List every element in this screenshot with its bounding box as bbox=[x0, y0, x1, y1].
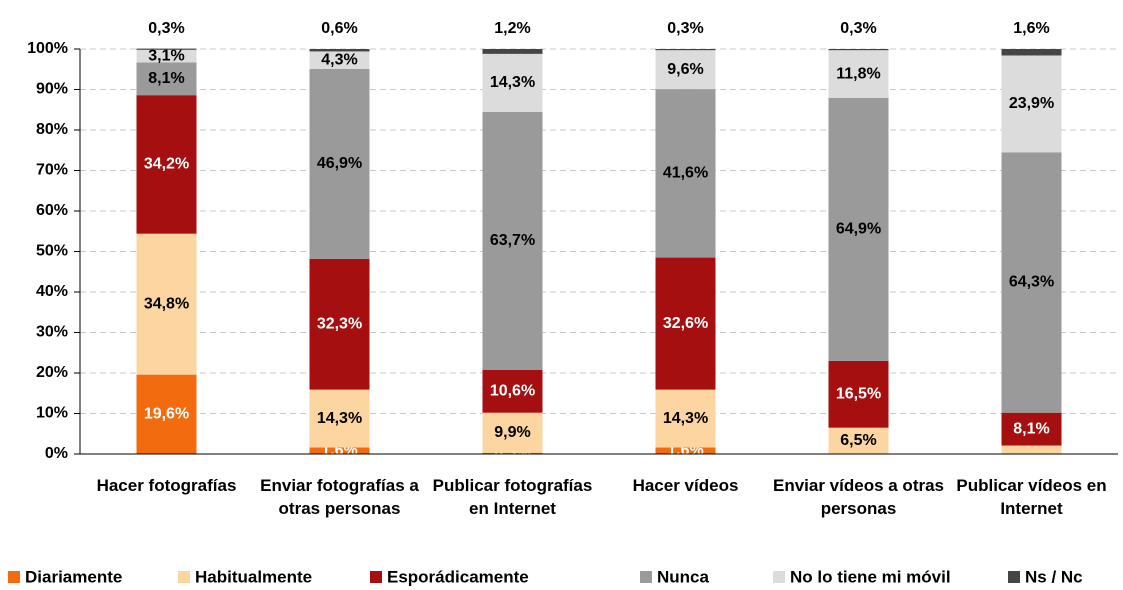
bar-segment bbox=[1001, 152, 1062, 413]
bar-segment bbox=[655, 257, 716, 390]
y-tick-label: 80% bbox=[36, 121, 68, 138]
data-label: 11,8% bbox=[836, 65, 880, 82]
data-label: 8,1% bbox=[1013, 420, 1049, 437]
data-label: 9,9% bbox=[494, 424, 530, 441]
data-label: 1,6% bbox=[1013, 20, 1049, 37]
data-label: 0,3% bbox=[840, 20, 876, 37]
bar-segment bbox=[309, 68, 370, 259]
legend-swatch bbox=[773, 571, 785, 583]
legend-label: Diariamente bbox=[25, 567, 122, 586]
legend-swatch bbox=[1008, 571, 1020, 583]
y-tick-label: 10% bbox=[36, 405, 68, 422]
data-label: 8,1% bbox=[148, 70, 184, 87]
data-label: 41,6% bbox=[663, 165, 708, 182]
data-label: 64,3% bbox=[1009, 274, 1054, 291]
data-label: 4,3% bbox=[321, 51, 357, 68]
y-tick-label: 100% bbox=[27, 40, 68, 57]
data-label: 16,5% bbox=[836, 385, 881, 402]
bar-segment bbox=[309, 51, 370, 69]
bar-segment bbox=[136, 48, 197, 50]
x-tick-label: Enviar fotografías a otras personas bbox=[260, 476, 419, 518]
y-tick-label: 50% bbox=[36, 243, 68, 260]
x-tick-label: Publicar fotografías en Internet bbox=[432, 476, 593, 518]
y-tick-label: 70% bbox=[36, 162, 68, 179]
data-label: 14,3% bbox=[663, 410, 708, 427]
bar-segment bbox=[482, 452, 543, 454]
x-tick-label: Hacer fotografías bbox=[96, 476, 237, 495]
data-label: 34,2% bbox=[144, 156, 189, 173]
data-label: 0,3% bbox=[667, 20, 703, 37]
bar-segment bbox=[655, 89, 716, 258]
bar-segment bbox=[482, 53, 543, 112]
bar-segment bbox=[828, 50, 889, 99]
y-tick-label: 20% bbox=[36, 364, 68, 381]
data-label: 32,3% bbox=[317, 315, 362, 332]
bar-segment bbox=[482, 369, 543, 413]
bar-segment bbox=[1001, 49, 1062, 56]
bar-segment bbox=[309, 258, 370, 390]
data-label: 6,5% bbox=[840, 432, 876, 449]
bar-segment bbox=[136, 374, 197, 454]
legend-label: Esporádicamente bbox=[387, 567, 529, 586]
bar-segment bbox=[136, 49, 197, 63]
bar-segment bbox=[828, 427, 889, 454]
bar-segment bbox=[309, 49, 370, 52]
data-label: 32,6% bbox=[663, 315, 708, 332]
data-label: 23,9% bbox=[1009, 95, 1054, 112]
bar-segment bbox=[655, 389, 716, 448]
data-label: 9,6% bbox=[667, 61, 703, 78]
legend-swatch bbox=[640, 571, 652, 583]
x-tick-label: Publicar vídeos en Internet bbox=[956, 476, 1107, 518]
x-tick-label: Enviar vídeos a otras personas bbox=[772, 476, 945, 518]
legend-label: Nunca bbox=[657, 567, 710, 586]
bar-segment bbox=[309, 389, 370, 448]
y-tick-label: 90% bbox=[36, 81, 68, 98]
bar-segment bbox=[828, 49, 889, 51]
legend-swatch bbox=[8, 571, 20, 583]
bar-segment bbox=[1001, 412, 1062, 446]
bar-segment bbox=[136, 233, 197, 375]
y-tick-label: 0% bbox=[45, 445, 68, 462]
bar-segment bbox=[655, 50, 716, 90]
y-tick-label: 60% bbox=[36, 202, 68, 219]
bar-segment bbox=[136, 95, 197, 234]
data-label: 1,2% bbox=[494, 20, 530, 37]
data-label: 63,7% bbox=[490, 232, 535, 249]
data-label: 3,1% bbox=[148, 47, 184, 64]
bar-segment bbox=[655, 447, 716, 454]
legend-label: No lo tiene mi móvil bbox=[790, 567, 951, 586]
bar-segment bbox=[828, 360, 889, 428]
data-label: 64,9% bbox=[836, 221, 881, 238]
x-tick-label: Hacer vídeos bbox=[632, 476, 739, 495]
y-tick-label: 40% bbox=[36, 283, 68, 300]
bar-segment bbox=[655, 49, 716, 51]
bar-segment bbox=[482, 111, 543, 370]
data-label: 14,3% bbox=[490, 74, 535, 91]
legend-swatch bbox=[178, 571, 190, 583]
bar-segment bbox=[482, 412, 543, 453]
data-label: 10,6% bbox=[490, 382, 535, 399]
data-label: 19,6% bbox=[144, 406, 189, 423]
legend-label: Habitualmente bbox=[195, 567, 312, 586]
legend-label: Ns / Nc bbox=[1025, 567, 1083, 586]
data-label: 46,9% bbox=[317, 155, 362, 172]
bar-segment bbox=[1001, 445, 1062, 454]
bar-segment bbox=[482, 49, 543, 54]
data-label: 14,3% bbox=[317, 410, 362, 427]
data-label: 0,6% bbox=[321, 20, 357, 37]
bar-segment bbox=[828, 98, 889, 361]
data-label: 34,8% bbox=[144, 295, 189, 312]
bar-segment bbox=[309, 447, 370, 454]
bar-segment bbox=[136, 62, 197, 96]
y-tick-label: 30% bbox=[36, 324, 68, 341]
bar-segment bbox=[1001, 55, 1062, 153]
data-label: 0,3% bbox=[148, 20, 184, 37]
legend-swatch bbox=[370, 571, 382, 583]
